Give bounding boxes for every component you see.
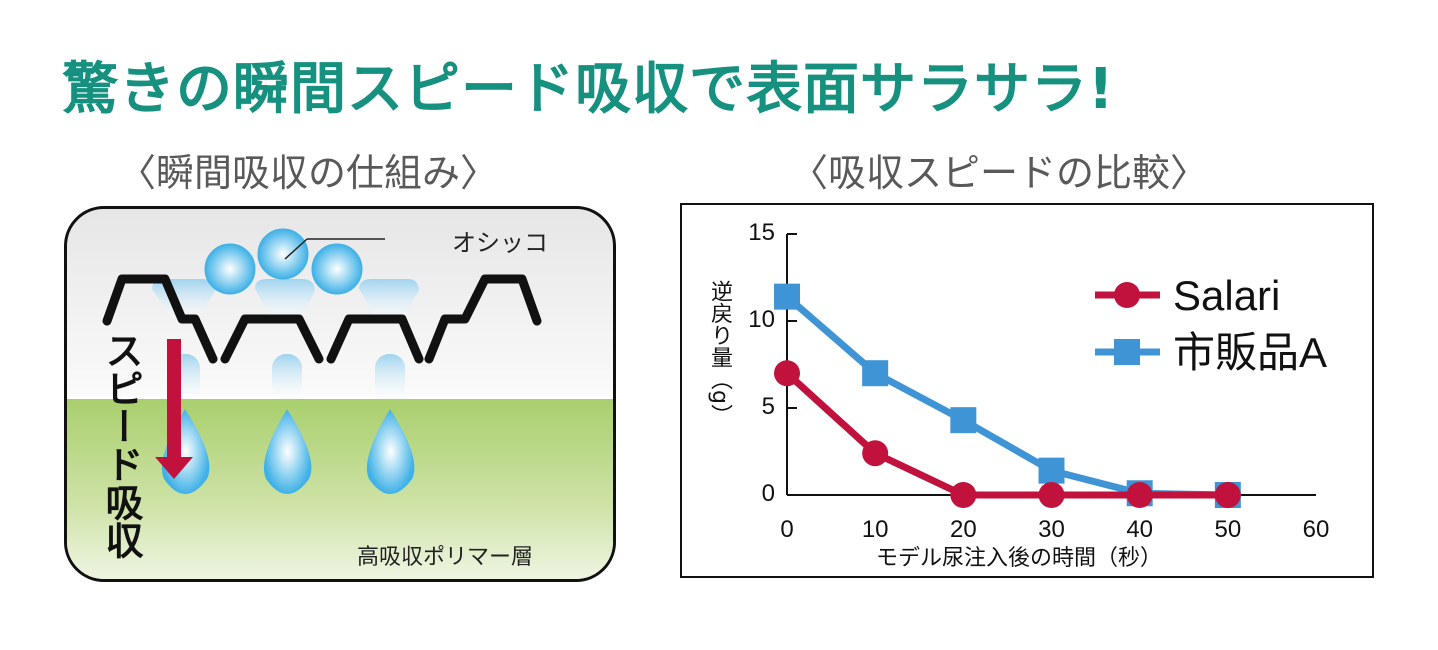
legend-marker-circle-icon: [1114, 282, 1140, 308]
data-point-market-a: [1038, 457, 1065, 484]
water-drop-icon: [366, 409, 415, 494]
data-point-salari: [862, 440, 889, 467]
urine-label: オシッコ: [452, 229, 548, 257]
x-tick-label: 30: [1038, 516, 1065, 543]
legend-label: 市販品A: [1173, 329, 1327, 376]
x-tick-label: 40: [1126, 516, 1153, 543]
data-point-market-a: [950, 407, 977, 434]
y-axis-label: 逆戻り量（g）: [707, 280, 732, 426]
data-point-salari: [1038, 482, 1065, 508]
callout-line: [284, 238, 308, 260]
urine-droplet-icon: [257, 228, 309, 280]
legend-label: Salari: [1173, 272, 1280, 319]
mechanism-heading: 〈瞬間吸収の仕組み〉: [118, 151, 499, 195]
comparison-heading: 〈吸収スピードの比較〉: [790, 151, 1209, 195]
page-title: 驚きの瞬間スピード吸収で表面サラサラ!: [62, 57, 1115, 122]
chart-frame: [680, 203, 1374, 578]
series-line-salari: [784, 370, 1228, 499]
y-tick-label: 0: [762, 480, 775, 507]
x-tick-label: 10: [862, 516, 889, 543]
polymer-layer: [67, 399, 613, 579]
x-axis-label: モデル尿注入後の時間（秒）: [876, 546, 1163, 571]
data-point-market-a: [774, 283, 800, 310]
polymer-layer-label: 高吸収ポリマー層: [357, 545, 534, 570]
x-tick-label: 20: [950, 516, 977, 543]
x-tick-label: 60: [1303, 516, 1330, 543]
diagram-illustration: [102, 228, 542, 494]
legend-marker-square-icon: [1114, 339, 1140, 365]
y-tick-label: 15: [748, 219, 775, 246]
data-point-salari: [1214, 482, 1241, 508]
surface-sheet: [102, 274, 542, 364]
x-tick-label: 0: [780, 516, 793, 543]
data-point-salari: [950, 482, 977, 508]
urine-droplet-icon: [311, 243, 363, 295]
series-line-market-a: [784, 293, 1228, 499]
down-arrow-icon: [155, 339, 193, 479]
data-point-salari: [774, 360, 800, 387]
urine-droplet-icon: [204, 243, 256, 295]
data-point-salari: [1126, 482, 1153, 508]
water-drop-icon: [263, 409, 312, 494]
data-point-market-a: [862, 360, 889, 387]
x-tick-label: 50: [1214, 516, 1241, 543]
y-tick-label: 10: [748, 306, 775, 333]
y-tick-label: 5: [762, 393, 775, 420]
speed-absorption-label: スピード吸収: [99, 331, 143, 559]
absorption-diagram: オシッコ スピード吸収 高吸収ポリマー層: [64, 206, 616, 582]
